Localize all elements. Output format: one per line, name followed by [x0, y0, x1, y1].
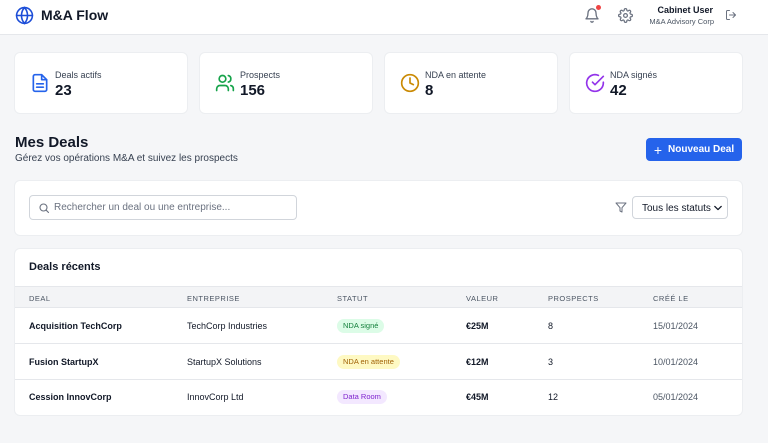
filter-bar: Rechercher un deal ou une entreprise... … [15, 181, 742, 235]
prospect-count: 8 [548, 321, 554, 331]
clock-icon [400, 73, 420, 93]
deal-name[interactable]: Acquisition TechCorp [29, 321, 122, 331]
deal-name[interactable]: Cession InnovCorp [29, 392, 112, 402]
stat-label: NDA en attente [425, 70, 487, 80]
stat-card-nda-pending: NDA en attente 8 [385, 53, 557, 113]
recent-deals-table: Deals récents DEAL ENTREPRISE STATUT VAL… [15, 249, 742, 415]
stat-value: 8 [425, 82, 434, 99]
check-circle-icon [585, 73, 605, 93]
search-input[interactable]: Rechercher un deal ou une entreprise... [29, 195, 297, 220]
prospect-count: 12 [548, 392, 559, 402]
deal-value: €12M [466, 357, 489, 367]
deal-value: €25M [466, 321, 489, 331]
deal-name[interactable]: Fusion StartupX [29, 357, 99, 367]
stat-label: Deals actifs [55, 70, 102, 80]
status-filter-value: Tous les statuts [642, 203, 711, 214]
column-header-status[interactable]: STATUT [337, 294, 369, 303]
globe-icon[interactable] [15, 6, 34, 25]
new-deal-button[interactable]: + Nouveau Deal [646, 138, 742, 161]
table-row[interactable]: Cession InnovCorp InnovCorp Ltd Data Roo… [15, 380, 742, 415]
table-header: DEAL ENTREPRISE STATUT VALEUR PROSPECTS … [15, 286, 742, 308]
stat-label: NDA signés [610, 70, 658, 80]
logout-icon[interactable] [725, 9, 737, 21]
stat-value: 23 [55, 82, 72, 99]
users-icon [215, 74, 235, 92]
company-name: TechCorp Industries [187, 321, 268, 331]
stat-value: 156 [240, 82, 266, 99]
created-date: 10/01/2024 [653, 357, 699, 367]
user-name: Cabinet User [657, 5, 713, 15]
status-filter-select[interactable]: Tous les statuts [632, 196, 728, 219]
column-header-company[interactable]: ENTREPRISE [187, 294, 240, 303]
plus-icon: + [653, 141, 663, 158]
status-badge: Data Room [337, 390, 387, 404]
company-name: InnovCorp Ltd [187, 392, 244, 402]
stat-label: Prospects [240, 70, 281, 80]
table-row[interactable]: Fusion StartupX StartupX Solutions NDA e… [15, 345, 742, 380]
column-header-deal[interactable]: DEAL [29, 294, 51, 303]
stat-card-active-deals: Deals actifs 23 [15, 53, 187, 113]
chevron-down-icon [714, 205, 722, 211]
status-badge: NDA signé [337, 319, 385, 333]
top-header: M&A Flow Cabinet User M&A Advisory Corp [0, 0, 768, 35]
page-subtitle: Gérez vos opérations M&A et suivez les p… [15, 153, 238, 164]
page-title: Mes Deals [15, 134, 89, 151]
created-date: 15/01/2024 [653, 321, 699, 331]
table-row[interactable]: Acquisition TechCorp TechCorp Industries… [15, 309, 742, 344]
gear-icon[interactable] [618, 8, 633, 23]
search-icon [39, 203, 50, 214]
table-title: Deals récents [29, 261, 101, 273]
company-name: StartupX Solutions [187, 357, 262, 367]
deal-value: €45M [466, 392, 489, 402]
stat-card-nda-signed: NDA signés 42 [570, 53, 742, 113]
new-deal-button-label: Nouveau Deal [668, 144, 735, 155]
stat-value: 42 [610, 82, 627, 99]
status-badge: NDA en attente [337, 355, 400, 369]
column-header-prospects[interactable]: PROSPECTS [548, 294, 599, 303]
bell-icon[interactable] [584, 7, 600, 24]
column-header-value[interactable]: VALEUR [466, 294, 499, 303]
prospect-count: 3 [548, 357, 554, 367]
filter-icon [615, 202, 627, 213]
stat-card-prospects: Prospects 156 [200, 53, 372, 113]
column-header-created[interactable]: CRÉÉ LE [653, 294, 689, 303]
user-organization: M&A Advisory Corp [649, 17, 714, 26]
search-placeholder: Rechercher un deal ou une entreprise... [54, 202, 231, 213]
document-icon [32, 73, 48, 93]
created-date: 05/01/2024 [653, 392, 699, 402]
notification-dot [596, 5, 601, 10]
app-title[interactable]: M&A Flow [41, 7, 109, 23]
